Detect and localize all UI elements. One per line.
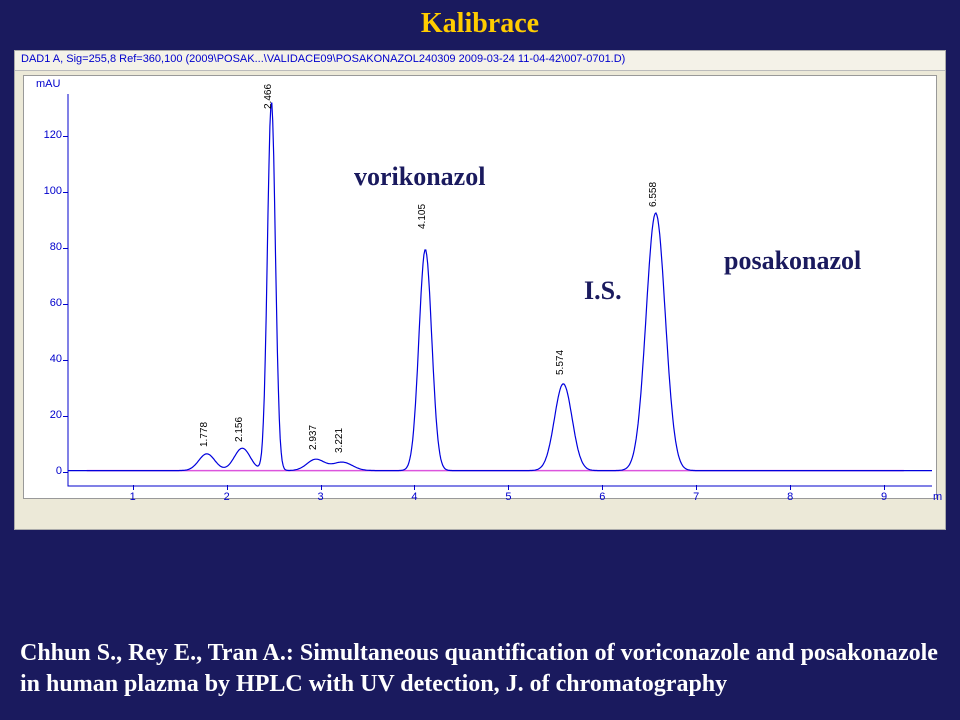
- y-tick-label: 80: [28, 241, 62, 253]
- chromatogram-panel: DAD1 A, Sig=255,8 Ref=360,100 (2009\POSA…: [14, 50, 946, 530]
- y-tick-label: 20: [28, 409, 62, 421]
- x-tick-label: 2: [224, 491, 230, 503]
- x-tick-label: 6: [599, 491, 605, 503]
- annotation-vorikonazol: vorikonazol: [354, 162, 485, 192]
- x-tick-label: 7: [693, 491, 699, 503]
- peak-rt-label: 3.221: [334, 428, 345, 453]
- x-tick-label: 1: [130, 491, 136, 503]
- peak-rt-label: 2.937: [308, 425, 319, 450]
- peak-rt-label: 6.558: [648, 182, 659, 207]
- chromatogram-svg: [24, 76, 938, 500]
- y-axis-unit: mAU: [36, 78, 60, 90]
- y-tick-label: 100: [28, 185, 62, 197]
- plot-area: mAU 0 20 40 60 80 100 120 1.778 2.156 2.466 2.937…: [23, 75, 937, 499]
- x-tick-label: 8: [787, 491, 793, 503]
- peak-rt-label: 5.574: [555, 350, 566, 375]
- x-tick-label: 3: [318, 491, 324, 503]
- x-tick-label: 4: [411, 491, 417, 503]
- y-tick-label: 120: [28, 129, 62, 141]
- y-tick-label: 60: [28, 297, 62, 309]
- peak-rt-label: 2.156: [234, 417, 245, 442]
- chart-header: DAD1 A, Sig=255,8 Ref=360,100 (2009\POSA…: [15, 51, 945, 71]
- peak-rt-label: 4.105: [417, 204, 428, 229]
- x-tick-label: 9: [881, 491, 887, 503]
- peak-rt-label: 2.466: [263, 84, 274, 109]
- annotation-posakonazol: posakonazol: [724, 246, 861, 276]
- annotation-is: I.S.: [584, 276, 622, 306]
- slide-title: Kalibrace: [0, 0, 960, 40]
- x-axis-unit: m: [933, 491, 942, 503]
- peak-rt-label: 1.778: [199, 422, 210, 447]
- y-tick-label: 40: [28, 353, 62, 365]
- y-tick-label: 0: [28, 465, 62, 477]
- x-tick-label: 5: [505, 491, 511, 503]
- citation-text: Chhun S., Rey E., Tran A.: Simultaneous …: [20, 638, 940, 700]
